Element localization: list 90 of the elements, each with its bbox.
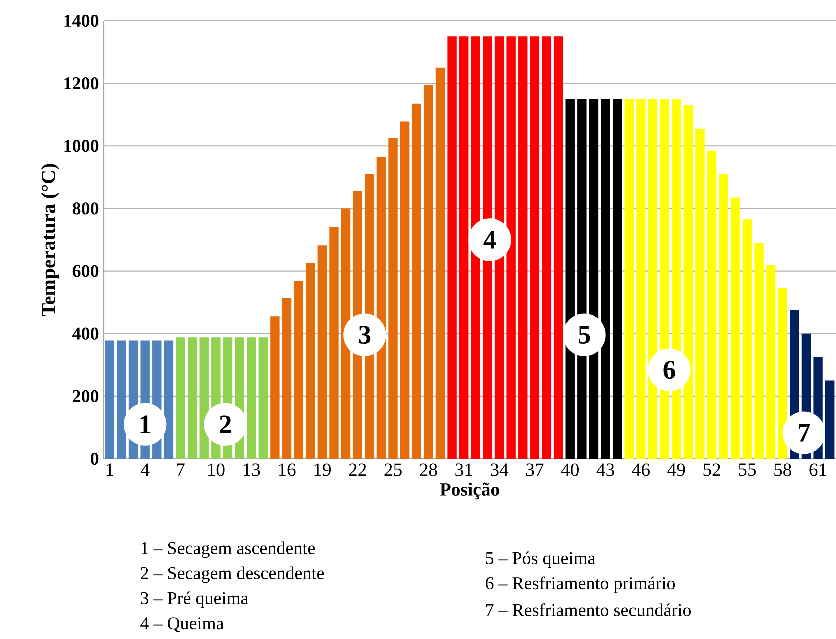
bar: [696, 128, 705, 459]
x-tick-label: 49: [668, 464, 686, 476]
bar: [258, 338, 268, 459]
bar: [341, 208, 351, 459]
bar: [318, 246, 328, 459]
bar: [294, 281, 304, 459]
x-tick-label: 31: [456, 464, 472, 476]
annotation: 1: [140, 416, 151, 434]
bar: [412, 104, 422, 459]
x-tick-label: 37: [526, 464, 544, 476]
x-tick-label: 52: [704, 464, 720, 476]
text: 2 – Secagem descendente: [141, 566, 324, 584]
bar: [164, 340, 174, 459]
y-tick-label: 400: [72, 328, 99, 340]
bar: [766, 265, 776, 459]
bar: [707, 150, 717, 459]
annotation: 2: [220, 416, 232, 434]
annotation: 4: [484, 231, 496, 249]
text: 1 – Secagem ascendente: [142, 542, 316, 558]
x-tick-label: 40: [561, 464, 579, 476]
annotation: 5: [578, 326, 590, 344]
x-tick-label: 43: [596, 464, 614, 476]
text: 4 – Queima: [140, 618, 224, 632]
bar: [554, 36, 564, 459]
bar: [624, 99, 634, 459]
bar: [612, 99, 622, 459]
bar: [459, 36, 469, 459]
bar: [530, 36, 540, 459]
bar: [330, 227, 339, 459]
x-tick-label: 4: [141, 464, 150, 476]
x-tick-label: 19: [314, 464, 331, 476]
bar: [176, 338, 186, 459]
x-tick-label: 10: [208, 464, 225, 476]
bar: [778, 288, 788, 459]
bar: [436, 68, 446, 459]
bar: [282, 298, 292, 459]
y-tick-label: 800: [72, 202, 99, 215]
bar: [200, 338, 209, 459]
x-tick-label: 16: [279, 464, 296, 476]
bar: [246, 338, 256, 459]
x-tick-label: 55: [739, 464, 756, 476]
bar: [684, 105, 694, 459]
bar: [566, 99, 575, 459]
bar: [376, 157, 386, 459]
text: 6 – Resfriamento primário: [486, 576, 676, 594]
y-tick-label: 0: [90, 452, 99, 466]
bar: [601, 99, 610, 459]
bar: [636, 99, 646, 459]
annotation: 3: [359, 326, 371, 344]
annotation: 6: [664, 361, 676, 380]
bar: [105, 340, 115, 459]
bar: [306, 263, 316, 459]
y-tick-label: 1200: [64, 77, 99, 90]
bar: [400, 122, 410, 459]
bar: [731, 198, 740, 459]
text: 3 – Pré queima: [141, 592, 248, 608]
bar: [448, 36, 457, 459]
x-tick-label: 61: [810, 464, 827, 476]
text: 5 – Pós queima: [486, 552, 596, 568]
y-axis-title: Temperatura (°C): [41, 164, 60, 316]
bar: [542, 36, 552, 459]
bar: [270, 316, 280, 459]
bar: [424, 85, 434, 459]
bar: [188, 338, 198, 459]
y-tick-label: 1400: [64, 14, 99, 28]
x-tick-label: 13: [244, 464, 260, 476]
x-tick-label: 25: [384, 464, 402, 476]
x-tick-label: 58: [774, 464, 792, 476]
bar: [506, 36, 516, 459]
x-tick-label: 22: [349, 464, 366, 476]
bar: [117, 340, 126, 459]
text: 7 – Resfriamento secundário: [486, 604, 692, 616]
annotation: 7: [798, 424, 810, 442]
y-tick-label: 1000: [64, 140, 99, 152]
y-tick-label: 600: [72, 265, 99, 278]
y-tick-label: 200: [73, 390, 99, 402]
x-tick-label: 34: [491, 464, 509, 476]
bar: [388, 138, 398, 459]
x-tick-label: 1: [106, 464, 114, 476]
bar: [719, 174, 728, 459]
x-tick-label: 46: [632, 464, 650, 476]
bar: [825, 380, 835, 459]
bar: [518, 36, 528, 459]
bar: [754, 243, 764, 459]
bar: [648, 99, 658, 459]
x-tick-label: 7: [177, 464, 185, 476]
x-axis-title: Posição: [440, 482, 500, 500]
bar: [471, 36, 481, 459]
bar: [742, 220, 752, 459]
x-tick-label: 28: [420, 464, 438, 476]
